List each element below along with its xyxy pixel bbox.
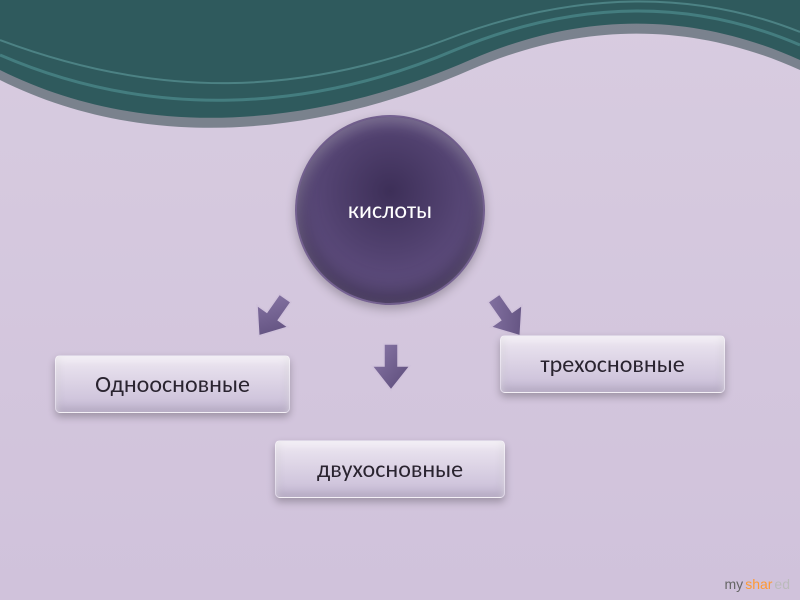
root-label: кислоты [348,196,432,225]
child-label: Одноосновные [95,370,250,399]
brand-seg-1: shar [745,576,772,592]
brand-seg-0: my [725,576,744,592]
child-node-center: двухосновные [275,440,505,498]
wave-highlight-2 [0,1,800,83]
slide: кислоты Одноосновные двухосновные трехос… [0,0,800,600]
wave-shadow [0,0,800,128]
wave-body [0,0,800,118]
brand-seg-2: ed [774,576,790,592]
arrow-left [234,279,309,354]
wave-highlight-1 [0,11,800,100]
child-node-left: Одноосновные [55,355,290,413]
brand-logo: my shar ed [725,576,790,592]
arrow-center [364,340,418,394]
child-label: трехосновные [540,350,684,379]
child-label: двухосновные [317,455,463,484]
root-node: кислоты [295,115,485,305]
child-node-right: трехосновные [500,335,725,393]
